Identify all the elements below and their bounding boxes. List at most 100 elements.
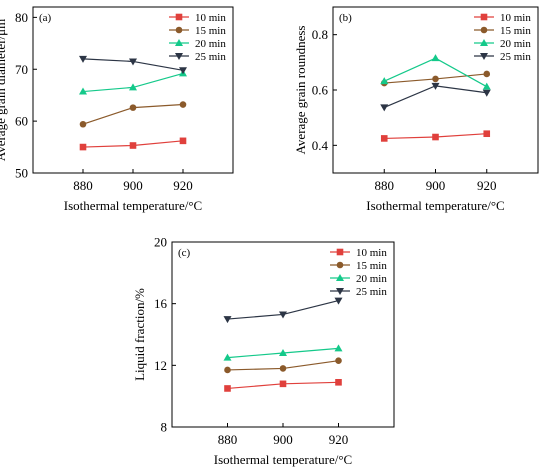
legend-marker <box>175 26 183 34</box>
data-point <box>79 87 87 95</box>
x-tick-label: 880 <box>73 178 93 193</box>
x-tick-label: 900 <box>273 432 293 447</box>
data-point <box>334 344 343 352</box>
data-point <box>431 54 440 62</box>
data-point <box>79 55 87 63</box>
y-tick-label: 0.6 <box>312 83 329 98</box>
legend-marker <box>336 274 344 281</box>
y-tick-label: 0.8 <box>312 27 328 42</box>
data-point <box>432 133 439 141</box>
legend-label: 25 min <box>356 286 387 298</box>
data-point <box>129 104 137 111</box>
x-tick-label: 920 <box>329 432 349 447</box>
legend-label: 25 min <box>195 51 226 63</box>
series-3 <box>79 69 187 95</box>
data-point <box>279 349 287 356</box>
legend-marker <box>336 261 344 269</box>
y-tick-label: 0.4 <box>312 138 329 153</box>
y-tick-label: 12 <box>154 358 167 373</box>
legend-marker <box>175 53 183 60</box>
data-point <box>279 311 287 319</box>
y-axis-label: Average grain diameter/μm <box>0 19 8 161</box>
x-tick-label: 880 <box>375 178 395 193</box>
data-point <box>79 143 87 151</box>
data-point <box>224 366 231 374</box>
legend-marker <box>480 53 488 60</box>
data-point <box>179 137 187 145</box>
data-point <box>483 130 491 138</box>
y-tick-label: 80 <box>15 10 28 25</box>
y-tick-label: 50 <box>15 166 28 181</box>
legend-marker <box>336 248 344 256</box>
data-point <box>224 385 231 392</box>
series-3 <box>223 344 343 361</box>
series-2 <box>224 357 342 374</box>
y-tick-label: 8 <box>161 420 168 435</box>
legend-marker <box>336 288 344 295</box>
y-tick-label: 60 <box>15 114 28 129</box>
legend-marker <box>175 13 183 21</box>
series-1 <box>224 378 342 392</box>
data-point <box>223 353 232 361</box>
data-point <box>179 67 187 75</box>
x-axis-label: Isothermal temperature/°C <box>214 452 352 467</box>
x-tick-label: 880 <box>218 432 238 447</box>
series-4 <box>79 55 187 75</box>
data-point <box>483 70 491 78</box>
y-axis-label: Average grain roundness <box>293 26 308 155</box>
x-axis-label: Isothermal temperature/°C <box>366 198 504 213</box>
chart-panel-2: 880 900 920 0.4 0.6 0.8 Isothermal temperature… <box>293 6 539 213</box>
data-point <box>482 82 491 90</box>
data-point <box>129 142 137 149</box>
chart-panel-3: 880 900 920 8 12 16 20 Isothermal temperature/°… <box>132 235 395 467</box>
y-tick-label: 16 <box>154 296 168 311</box>
x-tick-label: 900 <box>426 178 446 193</box>
data-point <box>129 58 137 66</box>
legend-label: 15 min <box>356 260 387 272</box>
x-axis-label: Isothermal temperature/°C <box>64 198 202 213</box>
data-point <box>334 297 343 305</box>
data-point <box>179 101 187 108</box>
series-1 <box>79 137 187 151</box>
panel-label: (c) <box>178 247 191 259</box>
legend-marker <box>480 39 488 46</box>
series-4 <box>223 297 343 324</box>
data-point <box>380 104 389 112</box>
data-point <box>380 77 389 85</box>
legend-marker <box>480 26 488 34</box>
legend-label: 20 min <box>195 38 226 50</box>
data-point <box>79 120 87 128</box>
y-tick-label: 70 <box>15 62 28 77</box>
data-point <box>482 89 491 97</box>
data-point <box>380 135 388 142</box>
series-2 <box>79 101 187 128</box>
series-3 <box>380 54 491 90</box>
data-point <box>335 357 342 365</box>
x-tick-label: 900 <box>123 178 143 193</box>
legend-label: 10 min <box>356 247 387 259</box>
legend-label: 20 min <box>500 38 531 50</box>
chart-panel-1: 880 900 920 50 60 70 80 Isothermal temperature/… <box>0 6 234 213</box>
panel-label: (b) <box>339 12 352 24</box>
data-point <box>279 380 287 388</box>
legend-label: 15 min <box>500 25 531 37</box>
data-point <box>129 83 137 91</box>
legend-label: 15 min <box>195 25 226 37</box>
legend-label: 10 min <box>195 12 226 24</box>
data-point <box>279 365 287 372</box>
data-point <box>335 378 342 386</box>
legend-label: 10 min <box>500 12 531 24</box>
series-1 <box>380 130 491 142</box>
legend-marker <box>175 39 183 46</box>
legend-label: 20 min <box>356 273 387 285</box>
data-point <box>223 316 232 324</box>
x-tick-label: 920 <box>173 178 193 193</box>
data-point <box>431 82 440 90</box>
legend-label: 25 min <box>500 51 531 63</box>
legend-marker <box>480 13 488 21</box>
y-axis-label: Liquid fraction/% <box>132 288 147 381</box>
y-tick-label: 20 <box>154 235 167 250</box>
